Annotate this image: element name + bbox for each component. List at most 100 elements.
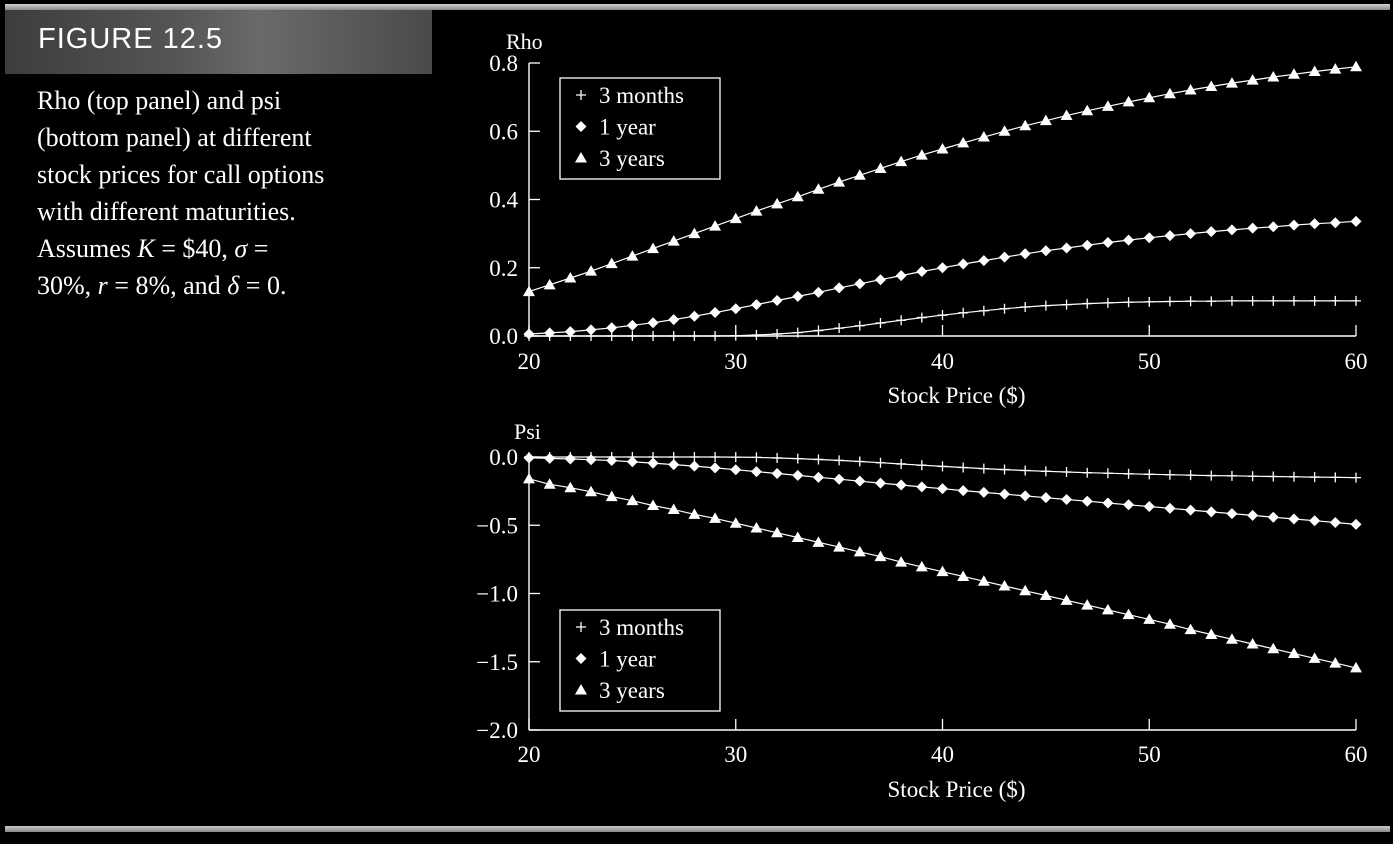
psi-point-3-years — [895, 556, 908, 567]
rho-point-3-years — [1039, 114, 1052, 126]
rho-point-3-months — [751, 329, 762, 340]
rho-point-3-years — [1163, 87, 1176, 99]
rho-point-1-year — [585, 324, 597, 336]
psi-series-3-years — [523, 472, 1362, 673]
rho-point-3-months — [1226, 295, 1237, 306]
caption-assumes: Assumes — [37, 234, 131, 263]
psi-legend-marker-3-months — [576, 622, 586, 632]
psi-point-3-years — [1267, 642, 1280, 654]
psi-point-3-years — [1329, 657, 1342, 668]
psi-point-3-years — [1101, 603, 1114, 615]
rho-point-3-months — [1288, 295, 1299, 306]
psi-x-tick-label: 50 — [1138, 742, 1161, 767]
rho-series-3-years — [523, 60, 1362, 297]
rho-point-3-months — [937, 310, 948, 321]
psi-point-3-years — [1205, 628, 1218, 639]
rho-legend-label-1-year: 1 year — [599, 115, 656, 140]
rho-point-3-years — [1205, 80, 1218, 92]
psi-point-3-years — [1350, 661, 1362, 673]
rho-point-1-year — [647, 317, 659, 329]
caption-sigma-eq: = — [247, 234, 269, 263]
psi-point-3-months — [1123, 468, 1134, 479]
rho-point-3-months — [854, 320, 865, 331]
rho-point-3-years — [1081, 104, 1094, 116]
psi-point-3-months — [1102, 468, 1113, 479]
caption-sigma-symbol: σ — [234, 234, 248, 263]
psi-point-1-year — [1143, 501, 1155, 513]
psi-point-1-year — [1185, 504, 1197, 516]
rho-point-1-year — [606, 322, 618, 334]
rho-point-3-years — [977, 131, 990, 142]
rho-point-1-year — [1102, 236, 1114, 248]
rho-legend-marker-3-months — [576, 90, 586, 100]
psi-point-3-months — [1185, 470, 1196, 481]
rho-point-1-year — [1309, 218, 1321, 230]
rho-point-3-years — [1060, 109, 1073, 121]
psi-point-3-years — [688, 508, 701, 519]
rho-point-1-year — [1061, 242, 1073, 254]
rho-point-3-years — [750, 205, 763, 216]
psi-point-1-year — [874, 477, 886, 489]
psi-point-3-months — [1351, 472, 1361, 483]
rho-point-3-years — [585, 265, 598, 276]
rho-point-3-months — [834, 323, 845, 334]
psi-point-3-years — [1184, 623, 1197, 635]
rho-x-tick-label: 50 — [1138, 349, 1161, 374]
rho-point-3-years — [667, 235, 680, 246]
rho-point-1-year — [564, 326, 576, 338]
psi-point-1-year — [709, 462, 721, 474]
rho-point-3-months — [1330, 295, 1341, 306]
rho-y-axis-title: Rho — [506, 29, 543, 54]
rho-point-3-months — [1268, 295, 1279, 306]
psi-point-3-years — [523, 472, 535, 484]
psi-point-1-year — [978, 486, 990, 498]
psi-point-3-months — [1061, 467, 1072, 478]
psi-point-1-year — [812, 471, 824, 483]
psi-point-3-years — [998, 579, 1011, 591]
rho-series-1-year — [523, 215, 1362, 340]
psi-legend-label-1-year: 1 year — [599, 647, 656, 672]
psi-x-tick-label: 20 — [518, 742, 541, 767]
psi-point-3-months — [1082, 467, 1093, 478]
rho-point-3-years — [1287, 68, 1300, 79]
rho-point-1-year — [771, 295, 783, 307]
rho-point-3-months — [1351, 295, 1361, 306]
psi-point-3-months — [999, 464, 1010, 475]
psi-point-3-years — [1039, 589, 1052, 601]
rho-point-1-year — [937, 262, 948, 274]
psi-point-3-months — [978, 463, 989, 474]
psi-point-1-year — [792, 469, 804, 481]
psi-point-1-year — [750, 466, 762, 478]
rho-point-3-years — [688, 227, 701, 239]
rho-x-tick-label: 20 — [518, 349, 541, 374]
rho-point-1-year — [730, 303, 742, 315]
rho-point-3-years — [998, 125, 1011, 136]
psi-point-3-months — [730, 452, 741, 463]
psi-point-3-months — [834, 455, 845, 466]
psi-point-3-months — [1309, 472, 1320, 483]
psi-point-3-years — [957, 570, 970, 581]
psi-point-3-years — [1225, 633, 1238, 644]
rho-point-3-months — [1309, 295, 1320, 306]
psi-point-1-year — [730, 464, 742, 476]
rho-legend-marker-3-years — [575, 152, 587, 163]
rho-point-1-year — [544, 327, 556, 339]
psi-series-1-year — [523, 452, 1362, 530]
psi-point-1-year — [1164, 502, 1176, 514]
caption-line-4: with different maturities. — [37, 197, 296, 226]
psi-x-tick-label: 40 — [931, 742, 954, 767]
psi-point-1-year — [1226, 508, 1238, 520]
rho-point-3-years — [647, 242, 660, 254]
psi-point-3-months — [1164, 469, 1175, 480]
psi-legend: 3 months 1 year 3 years — [559, 609, 721, 712]
rho-point-3-months — [896, 315, 907, 326]
psi-point-1-year — [1040, 492, 1052, 504]
rho-point-1-year — [1081, 239, 1093, 251]
psi-point-1-year — [1205, 506, 1217, 518]
psi-point-1-year — [626, 456, 638, 468]
rho-point-1-year — [895, 270, 907, 282]
psi-point-3-months — [896, 458, 907, 469]
rho-point-3-months — [1164, 296, 1175, 307]
figure-label-bar: FIGURE 12.5 — [5, 10, 432, 74]
psi-point-1-year — [585, 454, 597, 466]
